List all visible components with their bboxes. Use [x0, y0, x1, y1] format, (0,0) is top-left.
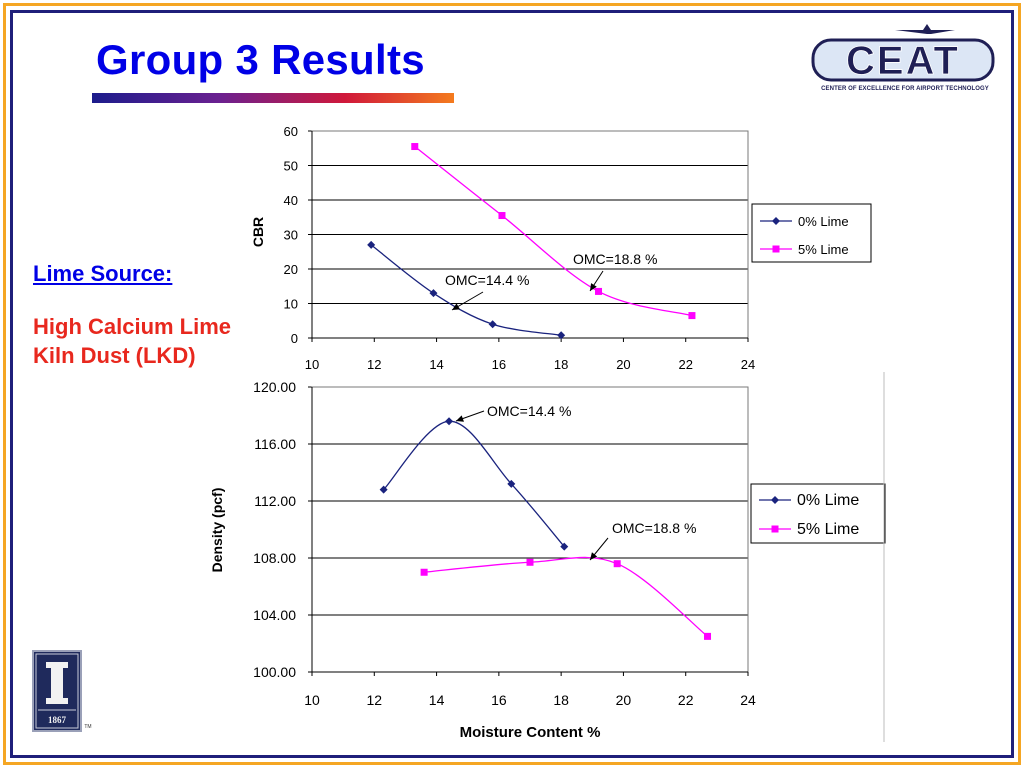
omc-annotation-label: OMC=18.8 % [612, 520, 696, 536]
data-point-diamond [445, 417, 454, 426]
legend-label-0: 0% Lime [798, 214, 849, 229]
legend-label-1: 5% Lime [797, 521, 859, 538]
y-axis-label: CBR [250, 217, 266, 247]
data-point-diamond [488, 320, 497, 329]
legend-label-0: 0% Lime [797, 492, 859, 509]
ceat-logo: CEAT CENTER OF EXCELLENCE FOR AIRPORT TE… [805, 20, 1000, 100]
data-point-square [704, 632, 712, 640]
university-seal: 1867 TM [32, 650, 94, 732]
density-chart: 100.00 104.00 108.00 112.00 116.00 120.00 10 12… [209, 379, 886, 741]
y-tick-label: 100.00 [253, 664, 296, 680]
slide-title: Group 3 Results [96, 36, 425, 83]
legend-marker-diamond [771, 496, 779, 504]
data-point-square [526, 558, 534, 566]
data-point-diamond [560, 542, 569, 551]
x-tick-label: 12 [366, 692, 382, 708]
lime-source-description: High Calcium Lime Kiln Dust (LKD) [33, 314, 232, 368]
y-axis-label: Density (pcf) [209, 488, 225, 573]
series-line-0 [383, 420, 565, 548]
y-tick-label: 104.00 [253, 607, 296, 623]
x-tick-label: 20 [616, 357, 630, 372]
data-point-diamond [507, 479, 516, 488]
y-tick-label: 10 [284, 297, 298, 312]
x-axis-label: Moisture Content % [460, 724, 601, 741]
x-tick-label: 12 [367, 357, 381, 372]
omc-arrowhead [590, 552, 598, 560]
legend-box [750, 483, 886, 544]
y-tick-label: 50 [284, 159, 298, 174]
data-point-square [595, 287, 603, 295]
x-tick-label: 18 [553, 692, 569, 708]
data-point-square [420, 568, 428, 576]
x-tick-label: 24 [740, 692, 756, 708]
legend-label-1: 5% Lime [798, 242, 849, 257]
legend-marker-diamond [772, 217, 780, 225]
omc-arrowhead [452, 303, 460, 310]
series-line-1 [414, 146, 693, 317]
y-tick-label: 30 [284, 228, 298, 243]
x-tick-label: 22 [678, 357, 692, 372]
x-tick-label: 16 [492, 357, 506, 372]
slide-border-inner [10, 10, 1014, 758]
x-tick-label: 18 [554, 357, 568, 372]
y-tick-label: 116.00 [254, 436, 296, 452]
data-point-square [613, 560, 621, 568]
seal-trademark: TM [84, 724, 91, 730]
omc-arrowhead [590, 283, 597, 291]
data-point-diamond [379, 485, 388, 494]
data-point-diamond [367, 240, 376, 249]
x-tick-label: 10 [305, 357, 319, 372]
x-tick-label: 20 [616, 692, 632, 708]
omc-annotation-label: OMC=14.4 % [445, 272, 529, 288]
omc-arrowhead [456, 415, 464, 422]
y-tick-label: 108.00 [253, 550, 296, 566]
lime-source-heading: Lime Source: [33, 261, 173, 286]
cbr-chart: 0 10 20 30 40 50 60 10 12 14 16 18 20 22 24 CBR OMC=14.4… [250, 124, 872, 372]
y-tick-label: 112.00 [254, 493, 296, 509]
x-tick-label: 22 [678, 692, 694, 708]
omc-annotation-label: OMC=14.4 % [487, 403, 571, 419]
series-line-1 [424, 556, 708, 637]
y-tick-label: 0 [291, 331, 298, 346]
legend-marker-square [772, 245, 780, 253]
x-tick-label: 10 [304, 692, 320, 708]
series-line-0 [370, 244, 562, 336]
x-tick-label: 16 [491, 692, 507, 708]
university-seal-graphic: 1867 TM [32, 650, 92, 732]
y-tick-label: 40 [284, 193, 298, 208]
logo-caption: CENTER OF EXCELLENCE FOR AIRPORT TECHNOL… [821, 86, 989, 92]
slide-border-outer [3, 3, 1021, 765]
data-point-diamond [429, 289, 438, 298]
title-underline-bar [92, 93, 454, 103]
data-point-square [411, 143, 419, 151]
omc-annotation-label: OMC=18.8 % [573, 251, 657, 267]
y-tick-label: 20 [284, 262, 298, 277]
data-point-square [688, 312, 696, 320]
data-point-square [498, 212, 506, 220]
x-tick-label: 24 [741, 357, 755, 372]
ceat-logo-graphic: CEAT [811, 24, 995, 83]
legend-box [751, 203, 872, 263]
legend-marker-square [771, 525, 779, 533]
seal-year: 1867 [48, 715, 67, 725]
y-tick-label: 60 [284, 124, 298, 139]
x-tick-label: 14 [429, 357, 443, 372]
x-tick-label: 14 [429, 692, 445, 708]
logo-text: CEAT [846, 39, 960, 83]
y-tick-label: 120.00 [253, 379, 296, 395]
data-point-diamond [557, 331, 566, 340]
